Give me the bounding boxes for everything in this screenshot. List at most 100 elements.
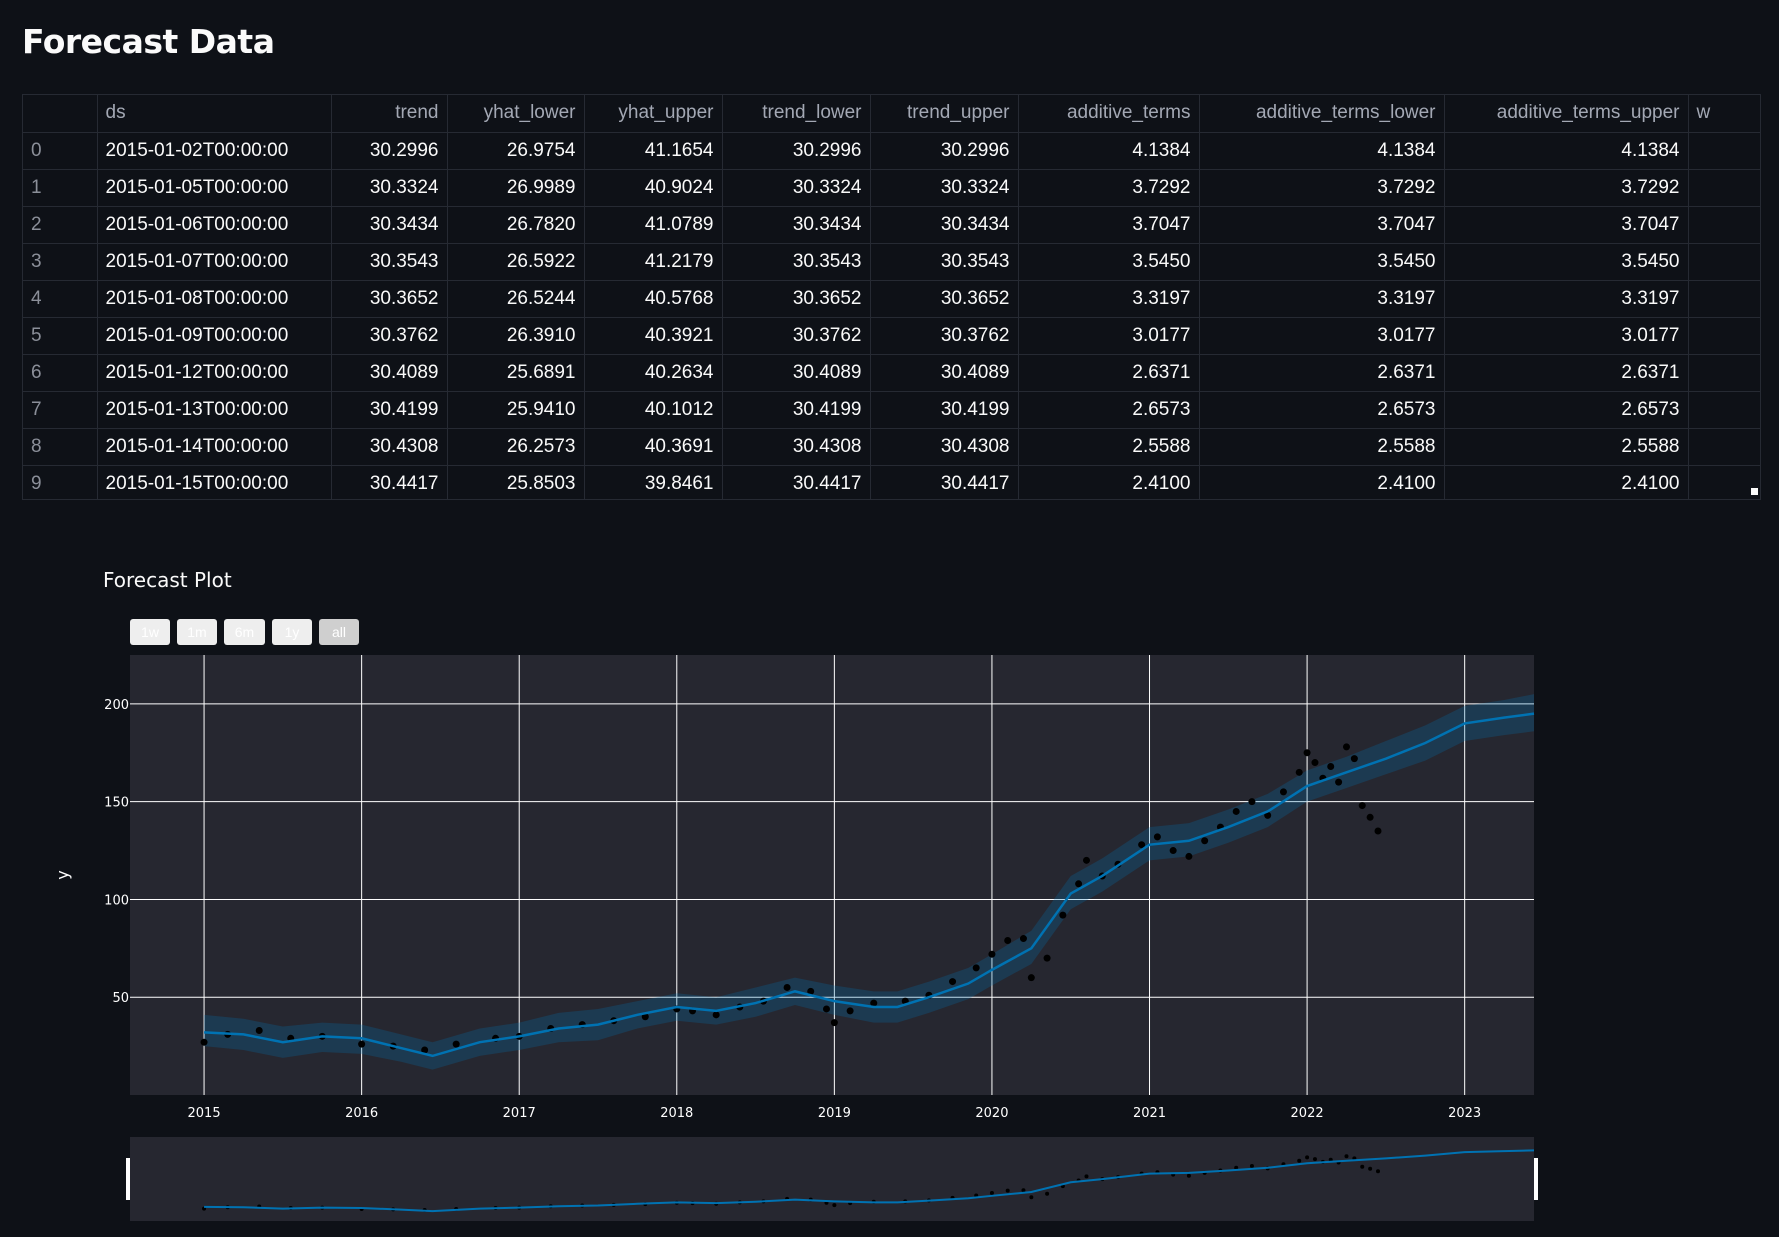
- cell-trend-upper[interactable]: 30.3434: [870, 206, 1019, 244]
- cell-yhat-upper[interactable]: 41.2179: [584, 243, 723, 281]
- cell-yhat-lower[interactable]: 26.3910: [447, 317, 585, 355]
- table-row[interactable]: 3 2015-01-07T00:00:00 30.3543 26.5922 41.217…: [23, 243, 1760, 281]
- column-header-additive-terms-lower[interactable]: additive_terms_lower: [1199, 95, 1445, 133]
- cell-trend-lower[interactable]: 30.4417: [722, 465, 871, 499]
- cell-yhat-lower[interactable]: 25.6891: [447, 354, 585, 392]
- range-button-6m[interactable]: 6m: [224, 619, 265, 645]
- cell-ds[interactable]: 2015-01-12T00:00:00: [97, 354, 332, 392]
- cell-index[interactable]: 8: [23, 428, 98, 466]
- cell-yhat-upper[interactable]: 39.8461: [584, 465, 723, 499]
- cell-trend[interactable]: 30.4308: [331, 428, 448, 466]
- range-button-1w[interactable]: 1w: [130, 619, 170, 645]
- cell-truncated[interactable]: [1688, 354, 1760, 392]
- actual-point[interactable]: [1327, 762, 1335, 770]
- cell-yhat-lower[interactable]: 26.5244: [447, 280, 585, 318]
- cell-ds[interactable]: 2015-01-14T00:00:00: [97, 428, 332, 466]
- table-row[interactable]: 7 2015-01-13T00:00:00 30.4199 25.9410 40.101…: [23, 391, 1760, 429]
- table-row[interactable]: 2 2015-01-06T00:00:00 30.3434 26.7820 41.078…: [23, 206, 1760, 244]
- cell-yhat-lower[interactable]: 26.7820: [447, 206, 585, 244]
- cell-additive-terms-lower[interactable]: 3.5450: [1199, 243, 1445, 281]
- range-slider-right-handle[interactable]: [1534, 1158, 1538, 1200]
- cell-ds[interactable]: 2015-01-06T00:00:00: [97, 206, 332, 244]
- actual-point[interactable]: [358, 1040, 366, 1048]
- actual-point[interactable]: [1185, 852, 1193, 860]
- actual-point[interactable]: [1335, 778, 1343, 786]
- actual-point[interactable]: [1232, 807, 1240, 815]
- cell-additive-terms[interactable]: 2.6371: [1018, 354, 1200, 392]
- cell-index[interactable]: 4: [23, 280, 98, 318]
- cell-truncated[interactable]: [1688, 391, 1760, 429]
- range-slider-left-handle[interactable]: [126, 1158, 130, 1200]
- cell-index[interactable]: 5: [23, 317, 98, 355]
- cell-additive-terms[interactable]: 2.4100: [1018, 465, 1200, 499]
- cell-additive-terms-lower[interactable]: 3.7292: [1199, 169, 1445, 207]
- cell-trend-lower[interactable]: 30.2996: [722, 132, 871, 170]
- cell-trend-lower[interactable]: 30.3652: [722, 280, 871, 318]
- cell-trend[interactable]: 30.3762: [331, 317, 448, 355]
- cell-index[interactable]: 6: [23, 354, 98, 392]
- cell-additive-terms[interactable]: 2.5588: [1018, 428, 1200, 466]
- column-header-trend[interactable]: trend: [331, 95, 448, 133]
- actual-point[interactable]: [200, 1038, 208, 1046]
- column-header-trend-upper[interactable]: trend_upper: [870, 95, 1019, 133]
- cell-index[interactable]: 0: [23, 132, 98, 170]
- cell-additive-terms[interactable]: 3.5450: [1018, 243, 1200, 281]
- cell-additive-terms-lower[interactable]: 3.0177: [1199, 317, 1445, 355]
- cell-yhat-lower[interactable]: 25.8503: [447, 465, 585, 499]
- range-slider[interactable]: [130, 1137, 1534, 1221]
- cell-truncated[interactable]: [1688, 206, 1760, 244]
- cell-additive-terms-upper[interactable]: 2.6371: [1444, 354, 1689, 392]
- actual-point[interactable]: [1082, 856, 1090, 864]
- cell-trend-upper[interactable]: 30.3324: [870, 169, 1019, 207]
- cell-ds[interactable]: 2015-01-13T00:00:00: [97, 391, 332, 429]
- cell-ds[interactable]: 2015-01-15T00:00:00: [97, 465, 332, 499]
- cell-ds[interactable]: 2015-01-09T00:00:00: [97, 317, 332, 355]
- table-resize-handle[interactable]: [1751, 488, 1758, 495]
- cell-yhat-upper[interactable]: 40.5768: [584, 280, 723, 318]
- cell-trend-upper[interactable]: 30.4417: [870, 465, 1019, 499]
- cell-truncated[interactable]: [1688, 169, 1760, 207]
- cell-additive-terms-upper[interactable]: 3.5450: [1444, 243, 1689, 281]
- actual-point[interactable]: [1358, 802, 1366, 810]
- cell-additive-terms[interactable]: 3.0177: [1018, 317, 1200, 355]
- cell-additive-terms-lower[interactable]: 2.5588: [1199, 428, 1445, 466]
- cell-yhat-lower[interactable]: 25.9410: [447, 391, 585, 429]
- cell-trend[interactable]: 30.3543: [331, 243, 448, 281]
- cell-index[interactable]: 3: [23, 243, 98, 281]
- cell-ds[interactable]: 2015-01-08T00:00:00: [97, 280, 332, 318]
- actual-point[interactable]: [1019, 935, 1027, 943]
- column-header-trend-lower[interactable]: trend_lower: [722, 95, 871, 133]
- actual-point[interactable]: [452, 1040, 460, 1048]
- cell-additive-terms-upper[interactable]: 3.7047: [1444, 206, 1689, 244]
- table-row[interactable]: 8 2015-01-14T00:00:00 30.4308 26.2573 40.369…: [23, 428, 1760, 466]
- cell-truncated[interactable]: [1688, 428, 1760, 466]
- cell-additive-terms-lower[interactable]: 2.6371: [1199, 354, 1445, 392]
- actual-point[interactable]: [712, 1011, 720, 1019]
- cell-yhat-lower[interactable]: 26.9989: [447, 169, 585, 207]
- cell-trend-lower[interactable]: 30.3434: [722, 206, 871, 244]
- column-header-next-truncated[interactable]: w: [1688, 95, 1760, 133]
- actual-point[interactable]: [1350, 755, 1358, 763]
- cell-trend[interactable]: 30.3434: [331, 206, 448, 244]
- cell-trend[interactable]: 30.3652: [331, 280, 448, 318]
- actual-point[interactable]: [1342, 743, 1350, 751]
- cell-yhat-lower[interactable]: 26.9754: [447, 132, 585, 170]
- cell-trend[interactable]: 30.4089: [331, 354, 448, 392]
- cell-truncated[interactable]: [1688, 465, 1760, 499]
- actual-point[interactable]: [1059, 911, 1067, 919]
- cell-additive-terms-upper[interactable]: 3.0177: [1444, 317, 1689, 355]
- range-button-all[interactable]: all: [319, 619, 359, 645]
- cell-index[interactable]: 1: [23, 169, 98, 207]
- actual-point[interactable]: [1311, 759, 1319, 767]
- cell-trend-lower[interactable]: 30.4308: [722, 428, 871, 466]
- cell-yhat-upper[interactable]: 40.3691: [584, 428, 723, 466]
- cell-yhat-upper[interactable]: 40.3921: [584, 317, 723, 355]
- cell-truncated[interactable]: [1688, 132, 1760, 170]
- cell-additive-terms[interactable]: 3.7047: [1018, 206, 1200, 244]
- actual-point[interactable]: [1138, 841, 1146, 849]
- actual-point[interactable]: [641, 1013, 649, 1021]
- cell-index[interactable]: 7: [23, 391, 98, 429]
- cell-additive-terms-lower[interactable]: 2.4100: [1199, 465, 1445, 499]
- actual-point[interactable]: [822, 1005, 830, 1013]
- cell-trend-upper[interactable]: 30.2996: [870, 132, 1019, 170]
